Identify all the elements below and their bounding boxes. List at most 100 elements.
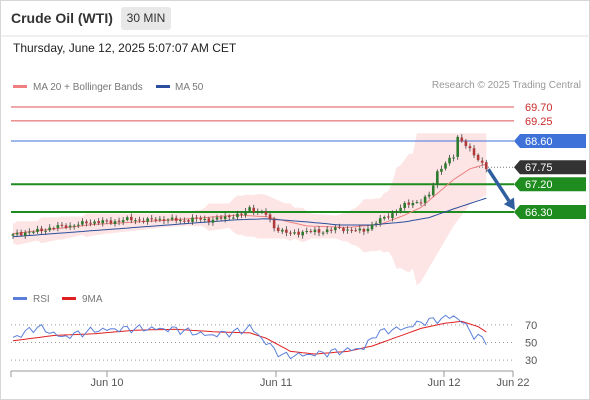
candle-up bbox=[370, 224, 374, 230]
candle-up bbox=[166, 219, 170, 221]
candle-up bbox=[301, 231, 304, 236]
candle-down bbox=[227, 215, 231, 218]
candle-down bbox=[338, 226, 341, 228]
candle-up bbox=[146, 218, 149, 222]
candle-up bbox=[448, 157, 451, 164]
legend-label-ma20: MA 20 + Bollinger Bands bbox=[33, 82, 143, 93]
time-axis: Jun 10 Jun 11 Jun 12 Jun 22 bbox=[10, 370, 530, 389]
candle-up bbox=[203, 218, 207, 221]
rsi-line bbox=[12, 314, 487, 360]
timeframe-badge[interactable]: 30 MIN bbox=[121, 7, 171, 30]
candle-up bbox=[440, 168, 443, 172]
candle-down bbox=[297, 231, 300, 235]
candle-up bbox=[444, 163, 447, 169]
candle-up bbox=[72, 225, 76, 227]
candle-down bbox=[252, 207, 256, 213]
candle-up bbox=[121, 220, 125, 223]
candle-down bbox=[362, 228, 366, 232]
candle-down bbox=[285, 229, 288, 233]
candle-up bbox=[211, 219, 215, 223]
candle-up bbox=[423, 196, 427, 203]
candle-down bbox=[289, 232, 292, 234]
candle-down bbox=[89, 222, 92, 224]
candle-up bbox=[191, 217, 194, 222]
level-tag-label: 66.30 bbox=[525, 207, 553, 219]
candle-up bbox=[374, 223, 378, 225]
candle-down bbox=[187, 220, 190, 222]
candle-down bbox=[142, 220, 145, 222]
chart-header: Crude Oil (WTI) 30 MIN bbox=[0, 0, 590, 36]
candle-up bbox=[395, 211, 398, 213]
candle-down bbox=[138, 219, 141, 221]
candle-down bbox=[268, 214, 272, 220]
candle-up bbox=[232, 217, 235, 219]
candle-down bbox=[40, 228, 43, 232]
ma50-line bbox=[12, 197, 487, 238]
candle-up bbox=[436, 171, 439, 186]
level-label-69-70: 69.70 bbox=[525, 102, 553, 114]
rsi-9ma-line bbox=[12, 320, 487, 355]
candle-up bbox=[76, 224, 80, 226]
time-tick-label: Jun 11 bbox=[260, 377, 292, 389]
candle-down bbox=[476, 154, 480, 161]
candle-down bbox=[162, 219, 166, 221]
candle-down bbox=[105, 220, 109, 222]
candle-down bbox=[174, 217, 178, 221]
candle-up bbox=[32, 231, 35, 233]
candle-down bbox=[199, 218, 202, 220]
candle-up bbox=[334, 227, 337, 231]
candle-up bbox=[456, 136, 460, 157]
level-tag-shape bbox=[514, 133, 586, 148]
candle-down bbox=[484, 162, 488, 170]
level-tag-67-20: 67.20 bbox=[514, 177, 586, 192]
candle-up bbox=[36, 228, 39, 232]
candle-down bbox=[219, 217, 223, 219]
candle-up bbox=[178, 220, 182, 222]
candle-up bbox=[321, 232, 325, 234]
legend-swatch-ma50 bbox=[156, 85, 170, 88]
level-tag-shape bbox=[514, 177, 586, 192]
legend-swatch-ma20 bbox=[13, 85, 27, 88]
candle-up bbox=[28, 231, 31, 233]
candle-down bbox=[109, 220, 113, 224]
candle-down bbox=[60, 224, 64, 226]
candle-up bbox=[244, 211, 247, 216]
candle-up bbox=[280, 229, 284, 232]
candle-down bbox=[464, 140, 468, 147]
candle-down bbox=[309, 231, 313, 233]
candle-up bbox=[125, 217, 129, 221]
candle-down bbox=[52, 227, 56, 229]
level-tag-label: 67.20 bbox=[525, 179, 553, 191]
level-tag-68-60: 68.60 bbox=[514, 133, 586, 148]
candle-down bbox=[276, 227, 280, 232]
candle-down bbox=[19, 232, 23, 236]
candle-down bbox=[64, 225, 68, 228]
candle-up bbox=[44, 230, 47, 232]
candle-up bbox=[260, 211, 264, 213]
candle-up bbox=[256, 211, 260, 213]
candle-up bbox=[378, 218, 382, 224]
candle-down bbox=[419, 202, 423, 204]
candle-up bbox=[366, 228, 370, 232]
candle-up bbox=[293, 232, 296, 234]
candle-up bbox=[23, 232, 27, 236]
forecast-arrow-head bbox=[503, 197, 515, 210]
level-label-69-25: 69.25 bbox=[525, 116, 553, 128]
rsi-tick-30: 30 bbox=[525, 355, 537, 367]
candle-down bbox=[85, 221, 88, 224]
candle-down bbox=[207, 218, 211, 223]
candle-up bbox=[134, 220, 137, 222]
candle-up bbox=[399, 207, 402, 212]
rsi-plot-area: 70 50 30 bbox=[11, 314, 537, 367]
candle-up bbox=[15, 232, 19, 235]
candle-up bbox=[170, 217, 174, 220]
candle-down bbox=[183, 220, 186, 222]
candle-up bbox=[358, 228, 362, 231]
candle-down bbox=[150, 218, 154, 220]
time-tick-label: Jun 22 bbox=[496, 377, 529, 389]
candle-up bbox=[11, 234, 15, 236]
legend-swatch-rsi bbox=[13, 297, 27, 300]
candle-up bbox=[431, 185, 435, 196]
candle-up bbox=[346, 229, 349, 231]
